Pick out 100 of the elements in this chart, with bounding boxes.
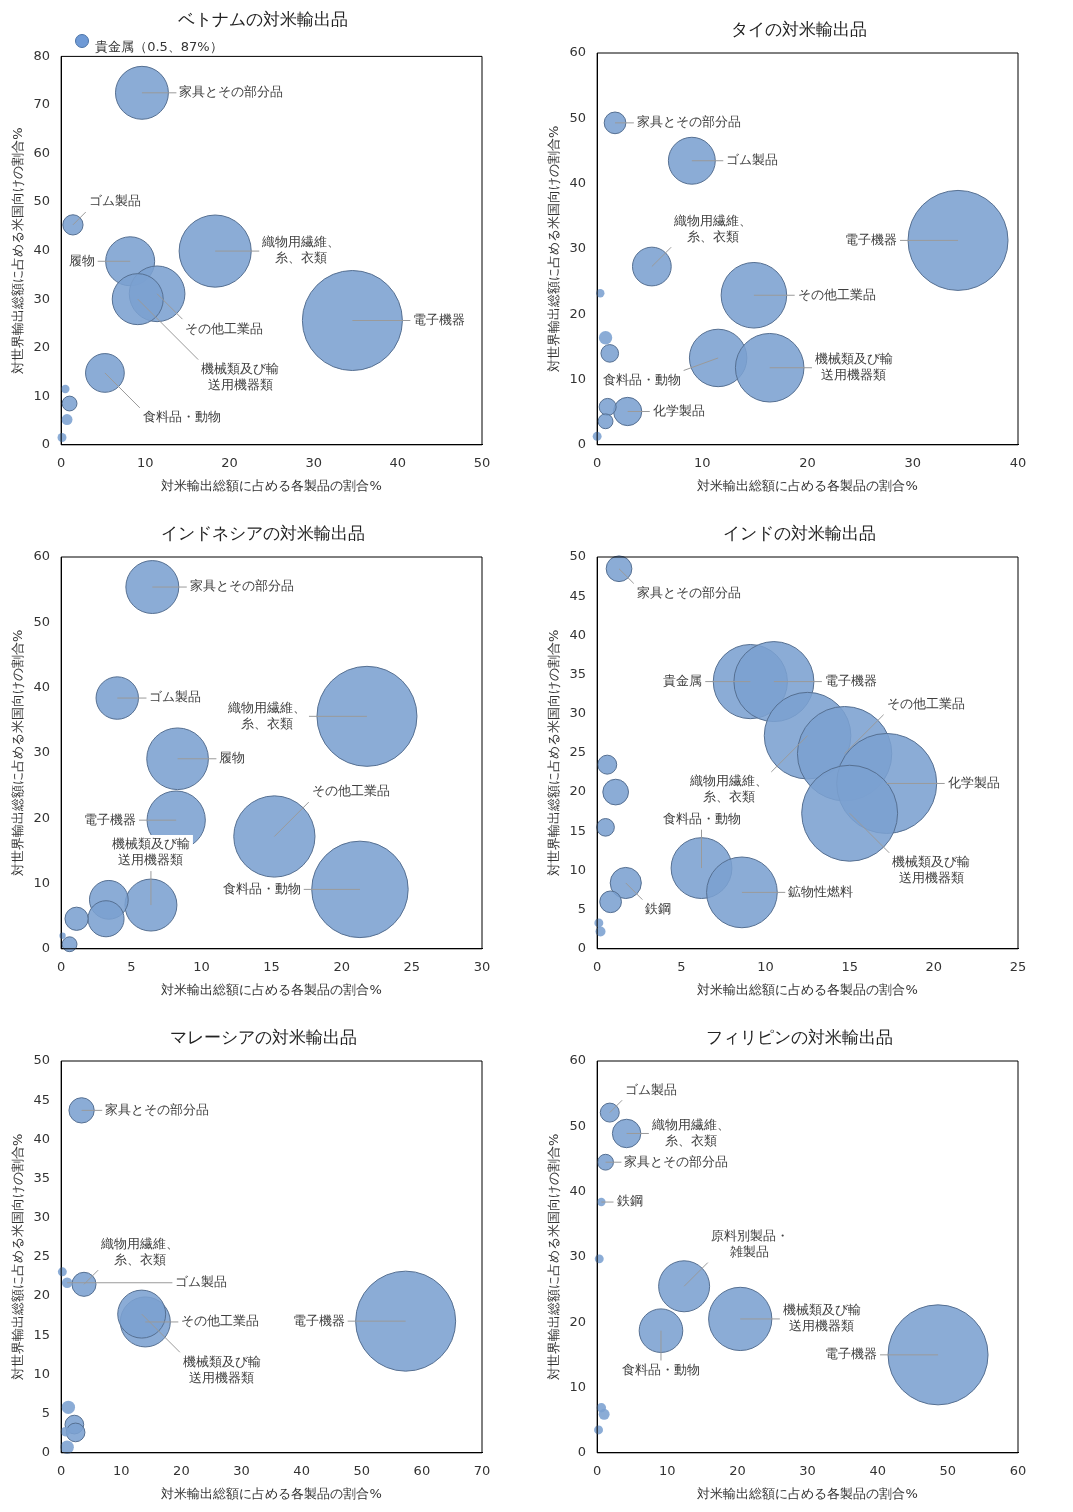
x-tick-label: 25 xyxy=(403,958,421,974)
y-tick-label: 0 xyxy=(577,436,587,452)
x-tick-label: 10 xyxy=(112,1462,130,1478)
x-tick-label: 0 xyxy=(593,1462,602,1478)
annotation: 食料品・動物 xyxy=(662,811,741,827)
x-tick-label: 15 xyxy=(263,958,280,974)
annotation: 家具とその部分品 xyxy=(105,1101,210,1117)
x-tick-label: 0 xyxy=(57,958,66,974)
annotation: その他工業品 xyxy=(311,783,390,799)
x-tick-label: 40 xyxy=(389,454,407,470)
annotation: 家具とその部分品 xyxy=(179,84,284,100)
y-tick-label: 70 xyxy=(33,96,51,112)
annotation: 家具とその部分品 xyxy=(636,584,741,600)
annotation: 織物用繊維、糸、衣類 xyxy=(226,699,306,731)
x-tick-label: 15 xyxy=(841,958,858,974)
y-tick-label: 60 xyxy=(33,548,51,564)
x-tick-label: 5 xyxy=(127,958,136,974)
y-tick-label: 30 xyxy=(33,290,51,306)
x-tick-label: 20 xyxy=(799,454,816,470)
y-tick-label: 15 xyxy=(569,822,587,838)
x-tick-label: 50 xyxy=(939,1462,957,1478)
chart-title: マレーシアの対米輸出品 xyxy=(169,1027,357,1048)
x-tick-label: 0 xyxy=(593,454,602,470)
x-tick-label: 20 xyxy=(173,1462,190,1478)
x-tick-label: 10 xyxy=(659,1462,676,1478)
y-tick-label: 30 xyxy=(569,705,587,721)
y-tick-label: 0 xyxy=(41,1444,51,1460)
y-tick-label: 5 xyxy=(577,900,587,916)
x-tick-label: 40 xyxy=(1009,454,1027,470)
y-tick-label: 0 xyxy=(41,940,51,956)
y-tick-label: 10 xyxy=(569,861,587,877)
text: 貴金属（0.5、87%） xyxy=(95,38,223,54)
annotation: 鉱物性燃料 xyxy=(788,883,854,899)
x-tick-label: 5 xyxy=(677,958,686,974)
annotation: 機械類及び輸送用機器類 xyxy=(814,351,893,383)
x-tick-label: 20 xyxy=(333,958,350,974)
y-tick-label: 30 xyxy=(33,744,51,760)
annotation: 鉄鋼 xyxy=(616,1193,643,1209)
annotation: その他工業品 xyxy=(185,320,264,336)
y-tick-label: 20 xyxy=(33,339,51,355)
x-tick-label: 10 xyxy=(757,958,774,974)
annotation: ゴム製品 xyxy=(726,152,779,168)
annotation: 電子機器 xyxy=(413,311,466,327)
y-tick-label: 25 xyxy=(569,744,587,760)
y-axis-title: 対世界輸出総額に占める米国向けの割合% xyxy=(10,1133,26,1381)
annotation: ゴム製品 xyxy=(625,1081,678,1097)
y-tick-label: 15 xyxy=(33,1326,51,1342)
annotation: ゴム製品 xyxy=(88,193,141,209)
chart-title: インドネシアの対米輸出品 xyxy=(161,523,365,544)
annotation: 織物用繊維、糸、衣類 xyxy=(689,773,769,805)
x-tick-label: 50 xyxy=(473,454,491,470)
y-tick-label: 20 xyxy=(569,1313,587,1329)
y-tick-label: 10 xyxy=(33,387,51,403)
y-axis-title: 対世界輸出総額に占める米国向けの割合% xyxy=(546,1133,562,1381)
x-axis-title: 対米輸出総額に占める各製品の割合% xyxy=(161,981,382,997)
x-tick-label: 10 xyxy=(137,454,154,470)
y-tick-label: 60 xyxy=(33,144,51,160)
y-tick-label: 30 xyxy=(33,1209,51,1225)
y-tick-label: 40 xyxy=(569,174,587,190)
annotation: 家具とその部分品 xyxy=(636,114,741,130)
x-axis-title: 対米輸出総額に占める各製品の割合% xyxy=(697,1485,918,1501)
annotation: 家具とその部分品 xyxy=(189,578,294,594)
annotation: 機械類及び輸送用機器類 xyxy=(201,360,280,392)
y-tick-label: 40 xyxy=(569,626,587,642)
x-tick-label: 20 xyxy=(221,454,238,470)
x-axis-title: 対米輸出総額に占める各製品の割合% xyxy=(161,1485,382,1501)
y-tick-label: 0 xyxy=(577,1444,587,1460)
y-tick-label: 20 xyxy=(33,809,51,825)
annotation: 電子機器 xyxy=(825,1346,878,1362)
y-tick-label: 50 xyxy=(569,109,587,125)
y-tick-label: 50 xyxy=(569,548,587,564)
annotation: 織物用繊維、糸、衣類 xyxy=(673,212,753,244)
y-tick-label: 60 xyxy=(569,44,587,60)
y-tick-label: 80 xyxy=(33,47,51,63)
annotation: 原料別製品・雑製品 xyxy=(710,1227,789,1259)
y-tick-label: 50 xyxy=(33,613,51,629)
x-tick-label: 30 xyxy=(799,1462,816,1478)
annotation: 食料品・動物 xyxy=(602,371,681,387)
x-tick-label: 30 xyxy=(305,454,322,470)
annotation: 機械類及び輸送用機器類 xyxy=(782,1302,861,1334)
x-tick-label: 30 xyxy=(233,1462,250,1478)
annotation: 電子機器 xyxy=(824,672,877,688)
x-tick-label: 50 xyxy=(353,1462,371,1478)
chart-title: ベトナムの対米輸出品 xyxy=(178,8,348,29)
annotation: 織物用繊維、糸、衣類 xyxy=(261,234,341,266)
annotation: 機械類及び輸送用機器類 xyxy=(111,836,190,868)
y-tick-label: 40 xyxy=(33,678,51,694)
annotation: 履物 xyxy=(219,750,246,766)
y-tick-label: 40 xyxy=(33,241,51,257)
annotation: その他工業品 xyxy=(797,286,876,302)
y-tick-label: 60 xyxy=(569,1052,587,1068)
y-tick-label: 30 xyxy=(569,240,587,256)
x-tick-label: 30 xyxy=(473,958,491,974)
y-tick-label: 10 xyxy=(33,874,51,890)
y-tick-label: 20 xyxy=(33,1287,51,1303)
annotation: ゴム製品 xyxy=(149,689,202,705)
x-tick-label: 40 xyxy=(869,1462,886,1478)
annotation: ゴム製品 xyxy=(175,1274,228,1290)
annotation: 織物用繊維、糸、衣類 xyxy=(100,1235,180,1267)
y-tick-label: 50 xyxy=(33,1052,51,1068)
